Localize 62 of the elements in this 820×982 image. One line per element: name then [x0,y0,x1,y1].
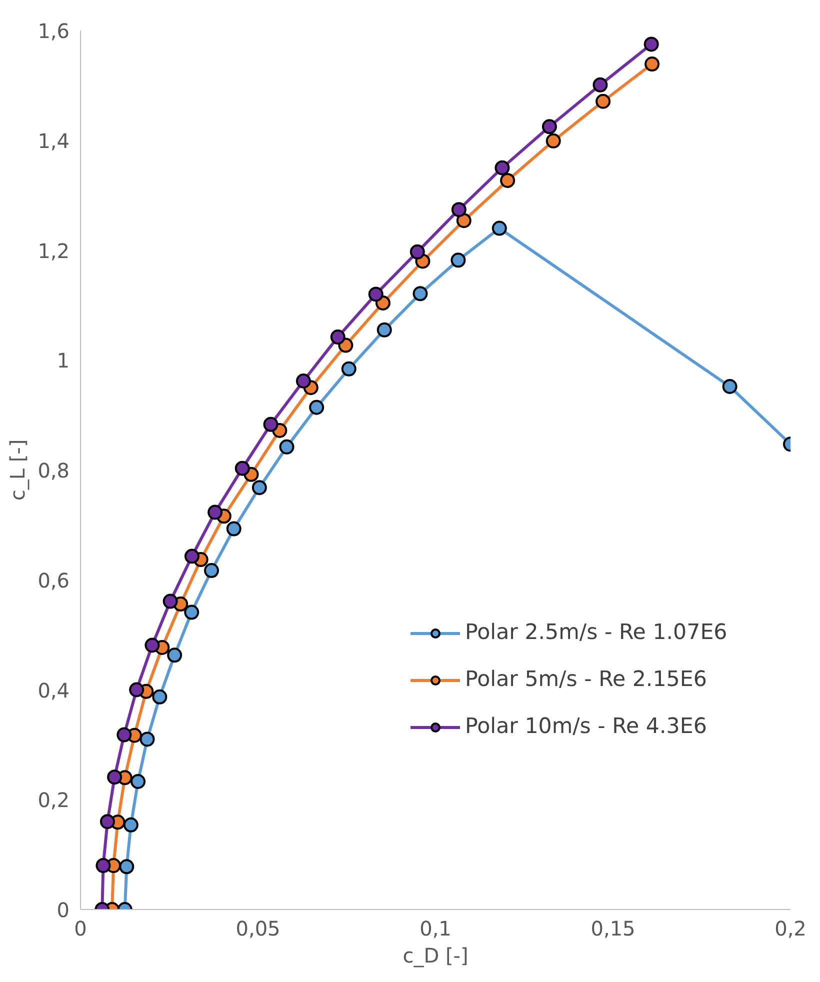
point [309,400,324,415]
legend-label: Polar 10m/s - Re 4.3E6 [465,714,707,739]
point [492,220,507,236]
point [450,252,466,268]
y-tick-label: 1 [56,348,70,373]
point [204,563,219,578]
point [644,36,659,52]
y-tick-label: 0 [56,898,70,922]
x-tick-label: 0,15 [590,916,636,940]
y-tick-label: 1,2 [38,238,70,263]
point [279,439,294,454]
point [107,770,122,785]
point [129,682,144,698]
point [252,480,267,496]
point [368,286,384,302]
y-tick-label: 0,8 [38,458,70,482]
point [542,119,557,134]
point [341,361,356,376]
point [123,817,138,832]
point [208,504,223,520]
point [330,330,346,345]
x-axis-title: c_D [-] [402,944,468,968]
point [376,322,392,338]
point [130,774,146,789]
x-tick-label: 0,1 [420,916,452,940]
point [140,732,155,747]
point [234,460,250,476]
point [451,202,466,218]
y-tick-label: 0,4 [38,678,70,702]
legend-label: Polar 5m/s - Re 2.15E6 [465,667,707,692]
point [119,859,134,874]
point [144,638,160,653]
y-axis-title: c_L [-] [6,439,30,501]
legend-label: Polar 2.5m/s - Re 1.07E6 [465,620,728,645]
x-tick-label: 0,2 [774,916,806,940]
point [263,416,278,432]
point [722,379,738,394]
x-tick-label: 0 [74,916,87,940]
point [596,94,611,109]
y-tick-label: 0,6 [38,568,70,592]
point [410,244,425,260]
point [296,374,311,388]
point [116,727,132,742]
point [412,286,428,302]
point [494,160,510,176]
point [500,172,516,188]
point [167,648,182,663]
point [184,604,200,620]
point [96,858,111,874]
point [456,213,472,228]
x-tick-label: 0,05 [236,916,280,940]
y-tick-label: 0,2 [38,788,70,812]
point [152,689,168,704]
point [162,594,178,609]
point [644,56,660,72]
y-tick-label: 1,4 [38,128,70,153]
point [100,814,115,830]
point [226,521,242,536]
point [592,77,608,92]
y-tick-label: 1,6 [38,19,70,43]
point [546,133,561,148]
point [184,548,200,564]
